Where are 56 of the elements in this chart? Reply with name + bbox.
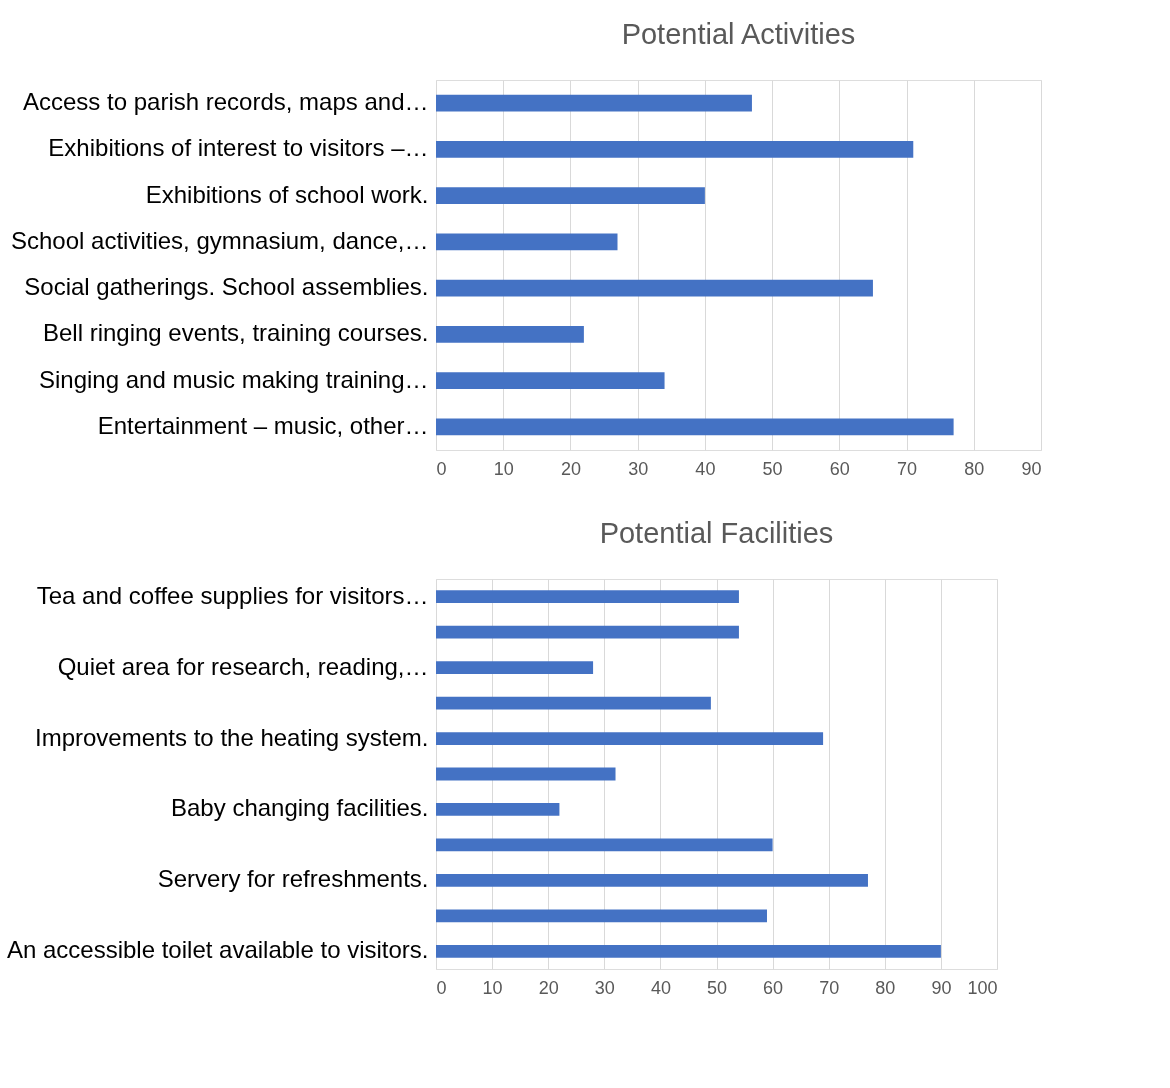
chart-title: Potential Activities	[621, 18, 856, 50]
x-tick-label: 50	[706, 977, 728, 998]
y-tick-label: Tea and coffee supplies for visitors…	[36, 581, 429, 609]
bar	[436, 233, 618, 251]
x-tick-label: 40	[650, 977, 671, 998]
x-tick-label: 80	[875, 977, 896, 998]
bar	[436, 661, 594, 675]
x-tick-label: 90	[931, 977, 952, 998]
y-tick-label: Servery for refreshments.	[157, 865, 429, 893]
y-tick-label: Baby changing facilities.	[171, 794, 429, 822]
bar	[436, 873, 868, 887]
bar	[436, 803, 560, 816]
bar	[436, 372, 665, 389]
bar	[436, 838, 773, 852]
bar	[436, 94, 752, 112]
y-tick-label: Access to parish records, maps and…	[22, 88, 429, 116]
y-tick-label: Bell ringing events, training courses.	[42, 319, 429, 347]
bar	[436, 187, 705, 204]
bar	[436, 767, 616, 781]
x-tick-label: 10	[482, 977, 503, 998]
y-tick-label: An accessible toilet available to visitors.	[6, 936, 429, 964]
chart-title: Potential Facilities	[599, 517, 834, 549]
x-tick-label: 100	[967, 977, 998, 998]
bar	[436, 326, 584, 343]
x-tick-label: 0	[436, 458, 447, 479]
y-tick-label: Quiet area for research, reading,…	[57, 652, 429, 680]
y-tick-label: Exhibitions of interest to visitors –…	[48, 134, 429, 162]
x-tick-label: 70	[819, 977, 840, 998]
x-tick-label: 80	[964, 458, 985, 479]
bar	[436, 909, 767, 923]
bar	[436, 625, 739, 639]
x-tick-label: 0	[436, 977, 447, 998]
x-tick-label: 10	[493, 458, 514, 479]
bar	[436, 279, 873, 297]
x-tick-label: 70	[897, 458, 918, 479]
bar	[436, 141, 914, 158]
bar	[436, 696, 711, 710]
y-tick-label: Entertainment – music, other…	[97, 411, 429, 439]
y-tick-label: School activities, gymnasium, dance,…	[10, 226, 429, 254]
x-tick-label: 90	[1021, 458, 1042, 479]
bar	[436, 944, 941, 958]
bar	[436, 732, 824, 745]
y-tick-label: Singing and music making training…	[38, 365, 429, 393]
y-tick-label: Social gatherings. School assemblies.	[24, 273, 429, 301]
x-tick-label: 30	[628, 458, 649, 479]
bar	[436, 590, 739, 604]
x-tick-label: 50	[762, 458, 783, 479]
x-tick-label: 20	[560, 458, 581, 479]
y-tick-label: Exhibitions of school work.	[145, 180, 429, 208]
x-tick-label: 60	[763, 977, 784, 998]
y-tick-label: Improvements to the heating system.	[34, 723, 429, 751]
x-tick-label: 40	[695, 458, 716, 479]
x-tick-label: 30	[594, 977, 615, 998]
x-tick-label: 20	[538, 977, 559, 998]
x-tick-label: 60	[829, 458, 850, 479]
bar	[436, 418, 954, 436]
